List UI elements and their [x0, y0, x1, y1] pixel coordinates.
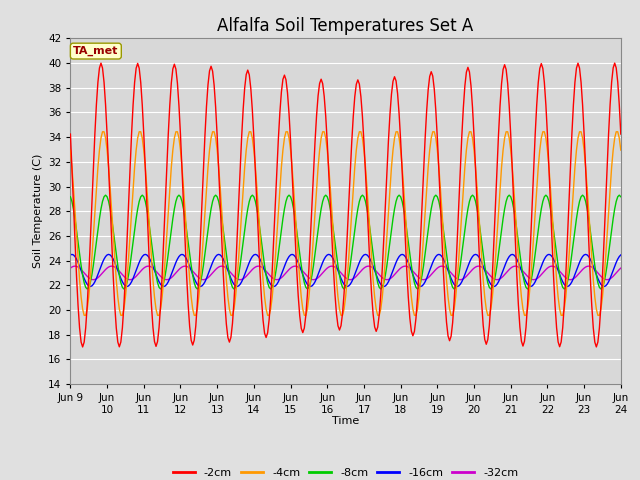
- Legend: -2cm, -4cm, -8cm, -16cm, -32cm: -2cm, -4cm, -8cm, -16cm, -32cm: [168, 463, 523, 480]
- Title: Alfalfa Soil Temperatures Set A: Alfalfa Soil Temperatures Set A: [218, 17, 474, 36]
- Y-axis label: Soil Temperature (C): Soil Temperature (C): [33, 154, 43, 268]
- X-axis label: Time: Time: [332, 416, 359, 426]
- Text: TA_met: TA_met: [73, 46, 118, 56]
